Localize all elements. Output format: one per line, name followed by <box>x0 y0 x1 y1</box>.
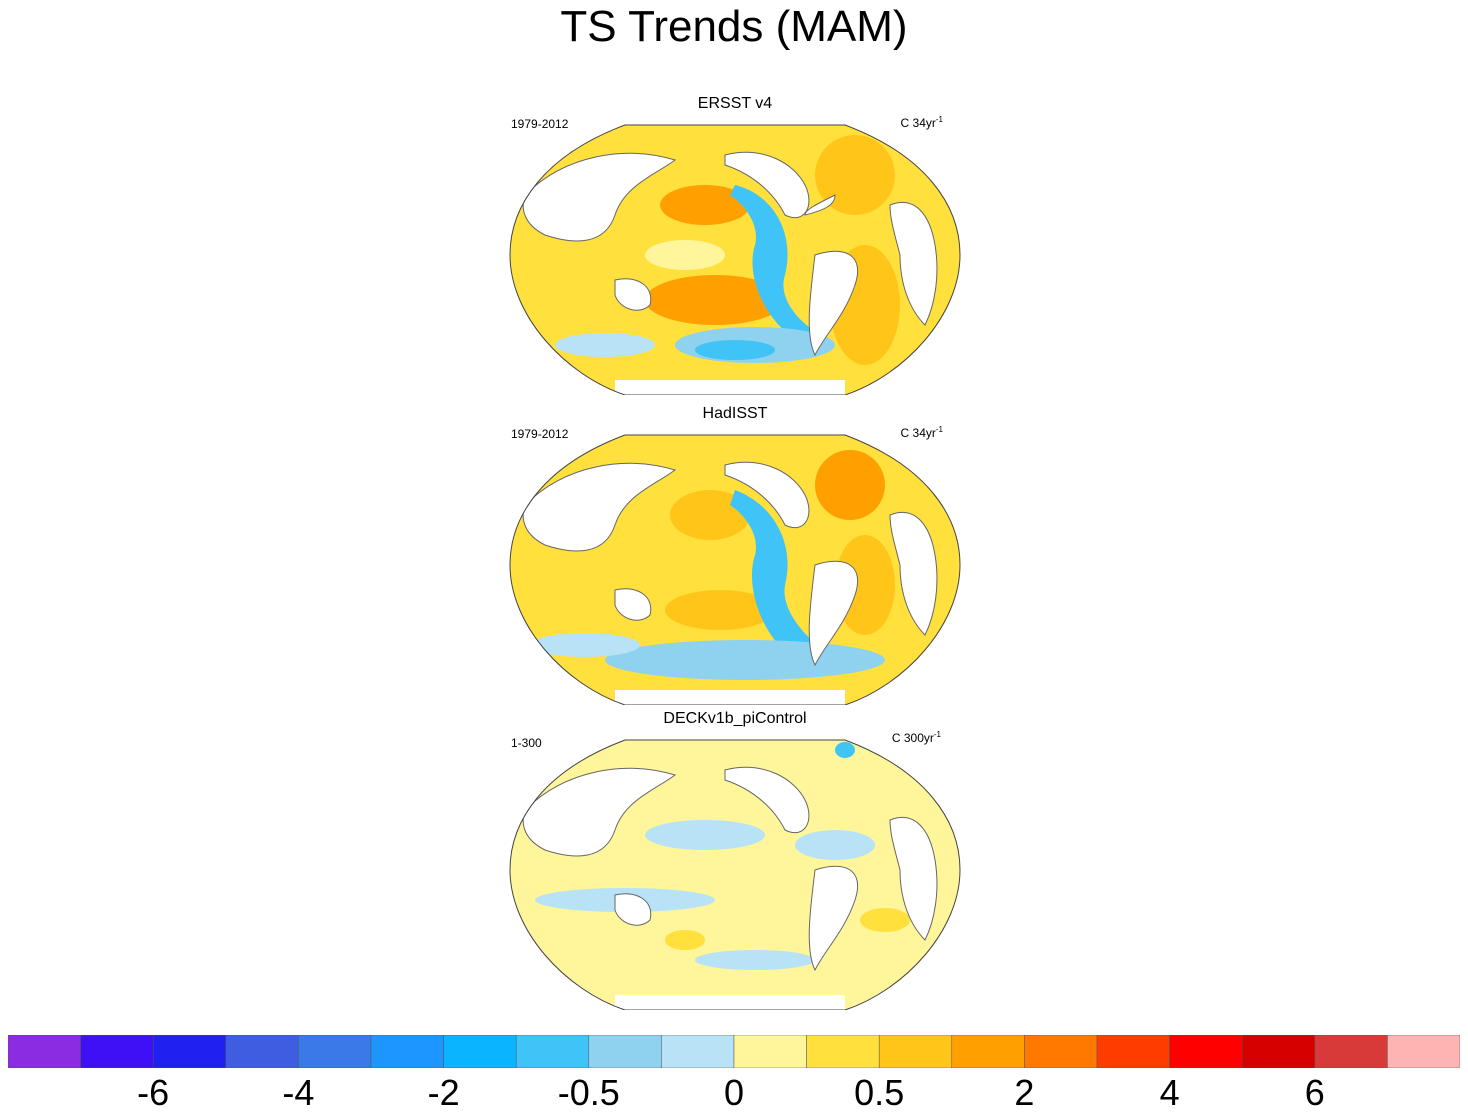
panel-period: 1979-2012 <box>511 117 569 131</box>
map-panel-hadisst: HadISST 1979-2012 C 34yr-1 <box>505 405 965 705</box>
colorbar-segment <box>370 1035 444 1068</box>
colorbar-segment <box>1169 1035 1243 1068</box>
world-map <box>509 124 961 395</box>
colorbar-tick-label: 4 <box>1159 1072 1180 1113</box>
colorbar-segment <box>661 1035 735 1068</box>
colorbar-tick-label: -4 <box>282 1072 315 1113</box>
panel-title: HadISST <box>702 405 768 422</box>
colorbar-segment <box>733 1035 807 1068</box>
colorbar-segment <box>1096 1035 1170 1068</box>
colorbar-segment <box>298 1035 372 1068</box>
colorbar-segment <box>1387 1035 1460 1068</box>
colorbar-segment <box>1024 1035 1098 1068</box>
panel-title: DECKv1b_piControl <box>663 710 807 727</box>
map-panel-ersst: ERSST v4 1979-2012 C 34yr-1 <box>505 95 965 395</box>
colorbar-segment <box>225 1035 299 1068</box>
world-map <box>509 434 961 705</box>
colorbar-labels: -6 -4 -2 -0.5 0 0.5 2 4 6 <box>0 1072 1468 1116</box>
colorbar-segment <box>515 1035 590 1068</box>
colorbar-segment <box>588 1035 662 1068</box>
colorbar-tick-label: 0 <box>723 1072 745 1113</box>
colorbar-segment <box>806 1035 880 1068</box>
colorbar-segment <box>1241 1035 1316 1068</box>
colorbar-segment <box>878 1035 953 1068</box>
panel-units: C 300yr-1 <box>891 730 941 745</box>
colorbar-tick-label: -6 <box>137 1072 170 1113</box>
panel-units: C 34yr-1 <box>900 425 943 440</box>
colorbar-segment <box>951 1035 1025 1068</box>
colorbar-tick-label: -0.5 <box>557 1072 620 1113</box>
colorbar-tick-label: 2 <box>1014 1072 1035 1113</box>
colorbar-segment <box>1314 1035 1388 1068</box>
colorbar-segment <box>152 1035 227 1068</box>
colorbar <box>8 1035 1460 1068</box>
figure-title: TS Trends (MAM) <box>560 2 908 51</box>
colorbar-tick-label: -2 <box>427 1072 460 1113</box>
world-map <box>509 739 961 1010</box>
colorbar-segment <box>443 1035 517 1068</box>
panel-units: C 34yr-1 <box>900 115 943 130</box>
colorbar-segment <box>80 1035 154 1068</box>
colorbar-tick-label: 6 <box>1304 1072 1325 1113</box>
colorbar-segment <box>8 1035 81 1068</box>
panel-period: 1-300 <box>511 736 542 750</box>
panel-period: 1979-2012 <box>511 427 569 441</box>
colorbar-tick-label: 0.5 <box>854 1072 905 1113</box>
map-panel-deck: DECKv1b_piControl 1-300 C 300yr-1 <box>505 710 965 1010</box>
panel-title: ERSST v4 <box>697 95 773 112</box>
